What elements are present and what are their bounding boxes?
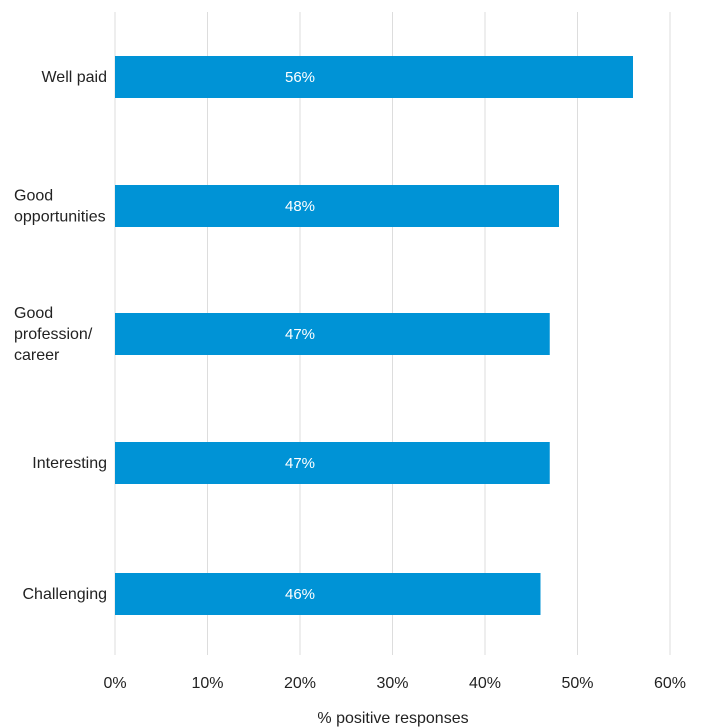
x-tick-label: 30%: [376, 675, 408, 692]
bar: [115, 185, 559, 227]
category-label-line: opportunities: [14, 209, 106, 226]
category-label-line: Well paid: [41, 69, 107, 86]
x-tick-label: 60%: [654, 675, 686, 692]
category-label-line: Interesting: [32, 455, 107, 472]
category-label-line: profession/: [14, 326, 93, 343]
category-labels: Well paid Good opportunities Good profession…: [14, 69, 107, 603]
bar: [115, 56, 633, 98]
x-tick-label: 10%: [191, 675, 223, 692]
category-label: Well paid: [41, 69, 107, 86]
bar-value-label: 47%: [285, 326, 315, 343]
x-tick-label: 50%: [561, 675, 593, 692]
x-tick-label: 20%: [284, 675, 316, 692]
x-tick-label: 40%: [469, 675, 501, 692]
x-tick-label: 0%: [103, 675, 126, 692]
x-tick-labels: 0% 10% 20% 30% 40% 50% 60%: [103, 675, 686, 692]
bar: [115, 313, 550, 355]
category-label-line: Good: [14, 188, 53, 205]
bar-value-label: 56%: [285, 69, 315, 86]
bar: [115, 573, 541, 615]
category-label: Good profession/career: [14, 305, 93, 364]
x-axis-title: % positive responses: [317, 710, 468, 727]
bar-value-label: 46%: [285, 586, 315, 603]
category-label: Good opportunities: [14, 188, 106, 226]
category-label: Challenging: [22, 586, 107, 603]
category-label: Interesting: [32, 455, 107, 472]
bar-value-label: 48%: [285, 198, 315, 215]
bars: [115, 56, 633, 615]
bar: [115, 442, 550, 484]
bar-value-label: 47%: [285, 455, 315, 472]
category-label-line: Challenging: [22, 586, 107, 603]
data-labels: 56% 48% 47% 47% 46%: [285, 69, 315, 603]
category-label-line: career: [14, 347, 60, 364]
category-label-line: Good: [14, 305, 53, 322]
